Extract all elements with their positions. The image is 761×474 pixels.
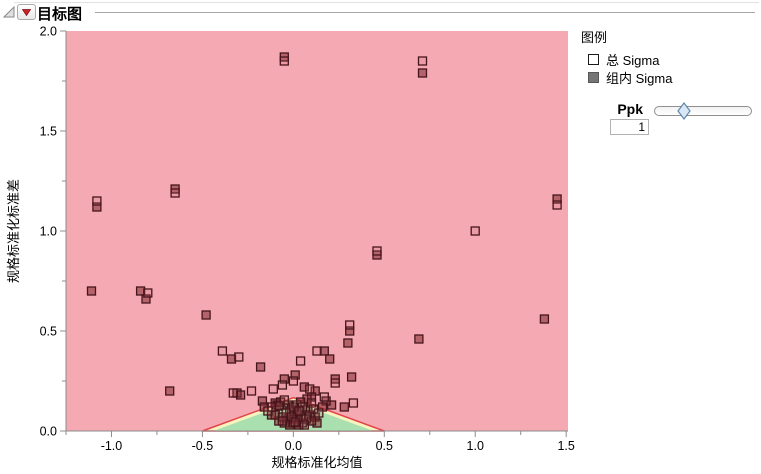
data-point-total-sigma[interactable] [295,356,306,366]
data-point-total-sigma[interactable] [170,188,180,198]
data-point-within-sigma[interactable] [319,346,329,356]
data-point-total-sigma[interactable] [348,398,359,408]
data-point-total-sigma[interactable] [305,384,315,394]
y-tick-label: 0.5 [40,325,57,339]
data-point-total-sigma[interactable] [263,406,273,416]
disclosure-triangle-icon[interactable] [3,6,15,18]
legend-title: 图例 [581,30,608,45]
y-tick-label: 0.0 [40,425,57,439]
data-point-within-sigma[interactable] [325,354,335,364]
data-point-total-sigma[interactable] [470,226,480,236]
legend-item-label: 组内 Sigma [606,71,673,86]
data-point-within-sigma[interactable] [339,402,349,412]
x-tick-label: 0.5 [376,439,393,453]
data-point-within-sigma[interactable] [86,286,97,296]
x-tick-label: 1.0 [467,439,484,453]
data-point-within-sigma[interactable] [141,294,151,304]
data-point-within-sigma[interactable] [290,370,300,380]
red-triangle-icon [22,8,31,16]
data-point-total-sigma[interactable] [288,376,299,386]
data-point-total-sigma[interactable] [314,408,324,418]
header-rule [95,12,755,13]
data-point-total-sigma[interactable] [552,200,562,210]
x-tick-label: -1.0 [101,439,123,453]
y-axis-title: 规格标准化标准差 [6,179,21,283]
open-square-marker-icon [588,54,599,65]
legend-item-label: 总 Sigma [606,53,660,68]
data-point-total-sigma[interactable] [92,196,102,206]
page-title: 目标图 [37,6,83,23]
data-point-within-sigma[interactable] [299,382,309,392]
y-tick-label: 1.0 [40,225,57,239]
data-point-total-sigma[interactable] [279,56,289,66]
data-point-within-sigma[interactable] [135,286,146,296]
data-point-within-sigma[interactable] [201,310,211,320]
data-point-within-sigma[interactable] [552,194,562,204]
data-point-within-sigma[interactable] [279,374,289,384]
data-point-total-sigma[interactable] [277,380,288,390]
data-point-total-sigma[interactable] [290,417,300,427]
header-top-border [14,2,759,3]
ppk-label: Ppk [617,101,643,117]
y-tick-label: 1.5 [40,125,57,139]
x-tick-label: -0.5 [192,439,214,453]
x-tick-label: 0.0 [285,439,302,453]
data-point-within-sigma[interactable] [345,326,355,336]
data-point-total-sigma[interactable] [417,56,428,66]
data-point-within-sigma[interactable] [346,372,357,382]
data-point-total-sigma[interactable] [345,320,355,330]
filled-square-marker-icon [588,72,599,83]
ppk-slider[interactable] [654,102,752,120]
data-point-total-sigma[interactable] [279,395,289,405]
data-point-within-sigma[interactable] [414,334,424,344]
data-point-within-sigma[interactable] [226,354,237,364]
ppk-value-input[interactable] [610,119,649,135]
data-point-total-sigma[interactable] [246,386,257,396]
ppk-slider-thumb[interactable] [677,102,691,120]
data-point-within-sigma[interactable] [539,314,550,324]
data-point-total-sigma[interactable] [274,401,284,411]
data-point-total-sigma[interactable] [372,246,382,256]
data-point-total-sigma[interactable] [301,414,311,424]
legend-item-within-sigma: 组内 Sigma [588,68,672,87]
data-point-total-sigma[interactable] [228,388,238,398]
data-point-total-sigma[interactable] [319,392,329,402]
x-axis-title: 规格标准化均值 [271,455,362,470]
data-point-total-sigma[interactable] [217,346,228,356]
data-point-total-sigma[interactable] [268,384,278,394]
data-point-within-sigma[interactable] [165,386,175,396]
data-point-within-sigma[interactable] [235,390,246,400]
data-point-total-sigma[interactable] [234,352,244,362]
data-point-total-sigma[interactable] [312,346,322,356]
y-tick-label: 2.0 [40,25,57,39]
data-point-total-sigma[interactable] [294,406,304,416]
data-point-total-sigma[interactable] [330,378,340,388]
legend-item-total-sigma: 总 Sigma [588,50,659,69]
data-point-total-sigma[interactable] [306,398,317,408]
x-tick-label: 1.5 [557,439,574,453]
data-point-within-sigma[interactable] [417,68,428,78]
data-point-within-sigma[interactable] [255,362,266,372]
data-point-within-sigma[interactable] [343,338,353,348]
plot-background-red-zone [66,31,568,431]
data-point-total-sigma[interactable] [299,420,309,430]
data-point-within-sigma[interactable] [92,202,102,212]
red-triangle-menu-button[interactable] [17,4,36,20]
data-point-total-sigma[interactable] [143,288,153,298]
data-point-total-sigma[interactable] [277,416,288,426]
